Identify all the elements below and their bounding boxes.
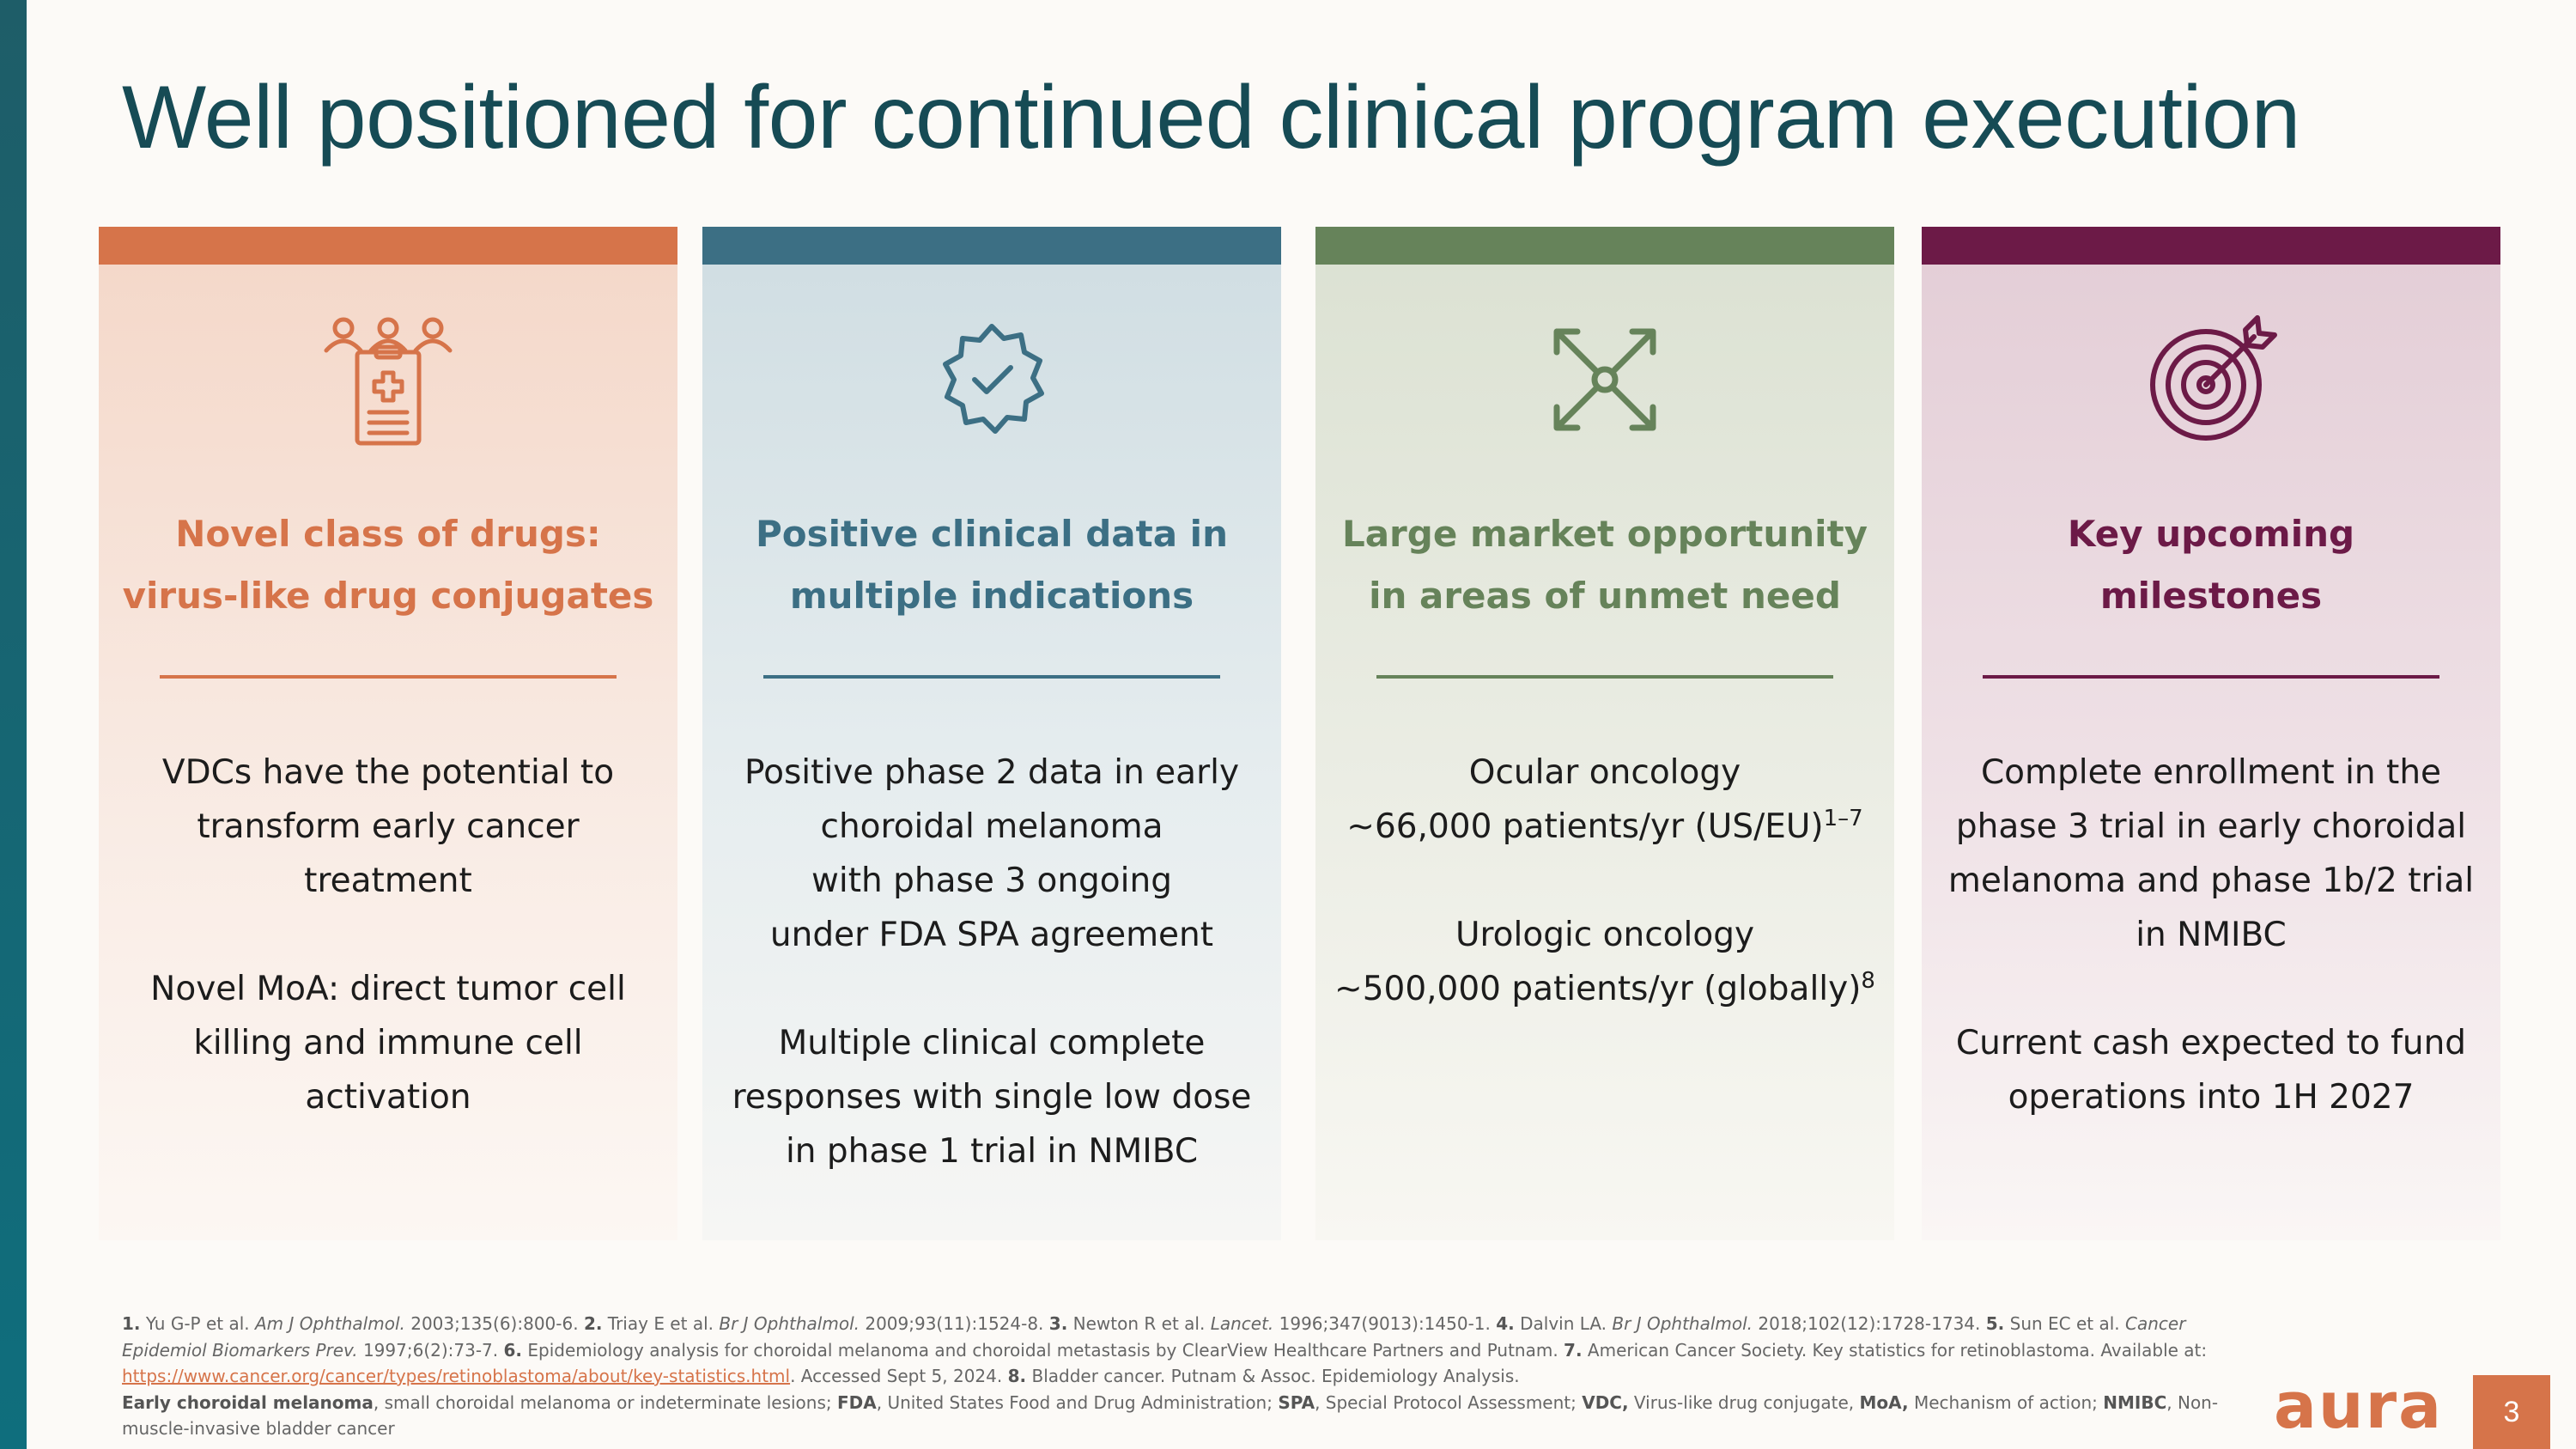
card-header-band (1315, 227, 1894, 265)
abbreviations: Early choroidal melanoma, small choroida… (122, 1391, 2219, 1440)
card-body: Positive phase 2 data in early choroidal… (732, 753, 1252, 1171)
slide-title: Well positioned for continued clinical p… (122, 68, 2300, 167)
references: 1. Yu G-P et al. Am J Ophthalmol. 2003;1… (122, 1313, 2208, 1386)
card-heading: Novel class of drugs: virus-like drug co… (122, 513, 654, 617)
card-market-opportunity: Large market opportunity in areas of unm… (1315, 227, 1894, 1240)
card-divider (1983, 675, 2439, 679)
card-header-band (99, 227, 677, 265)
expand-arrows-icon (1536, 311, 1674, 448)
retinoblastoma-statistics-link[interactable]: https://www.cancer.org/cancer/types/reti… (122, 1366, 791, 1386)
clinical-trial-clipboard-icon (319, 311, 457, 448)
card-milestones: Key upcoming milestones Complete enrollm… (1922, 227, 2500, 1240)
card-heading: Key upcoming milestones (2067, 513, 2355, 617)
card-novel-class: Novel class of drugs: virus-like drug co… (99, 227, 677, 1240)
card-body: Complete enrollment in the phase 3 trial… (1947, 753, 2475, 1117)
card-header-band (702, 227, 1281, 265)
card-heading: Positive clinical data in multiple indic… (756, 513, 1228, 617)
aura-logo: aura (2274, 1369, 2444, 1443)
card-divider (763, 675, 1220, 679)
target-icon (2142, 311, 2280, 448)
footnotes: 1. Yu G-P et al. Am J Ophthalmol. 2003;1… (122, 1311, 2234, 1442)
card-body: VDCs have the potential to transform ear… (150, 753, 626, 1117)
footnote-ref: 8 (1861, 968, 1875, 994)
card-heading: Large market opportunity in areas of unm… (1341, 513, 1868, 617)
verified-badge-icon (923, 311, 1060, 448)
left-accent-bar (0, 0, 27, 1449)
card-divider (160, 675, 617, 679)
card-header-band (1922, 227, 2500, 265)
card-clinical-data: Positive clinical data in multiple indic… (702, 227, 1281, 1240)
footnote-ref: 1–7 (1823, 806, 1863, 831)
card-body: Ocular oncology ~66,000 patients/yr (US/… (1334, 753, 1875, 1008)
card-divider (1376, 675, 1833, 679)
page-number: 3 (2473, 1375, 2550, 1449)
